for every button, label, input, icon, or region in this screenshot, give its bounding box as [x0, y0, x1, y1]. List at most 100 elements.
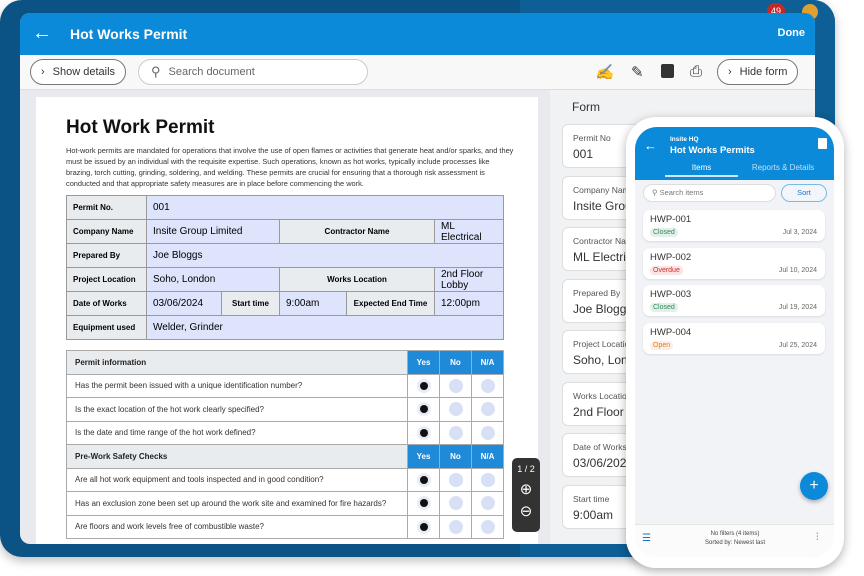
works-location-value[interactable]: 2nd Floor Lobby [434, 267, 504, 292]
page-controls: 1 / 2 ⊕ ⊖ [512, 458, 540, 532]
search-items-input[interactable]: ⚲ Search items [643, 184, 776, 202]
radio-yes[interactable] [416, 425, 431, 440]
radio-no[interactable] [448, 496, 463, 511]
zoom-in-icon[interactable]: ⊕ [519, 481, 533, 498]
sort-button[interactable]: Sort [781, 184, 827, 202]
field-value[interactable]: 9:00am [573, 507, 614, 522]
label: Date of Works [66, 291, 147, 316]
print-icon[interactable]: ⎙ [690, 63, 703, 80]
signature-icon[interactable]: ✍ [595, 63, 614, 81]
item-id: HWP-002 [650, 251, 692, 263]
list-item[interactable]: HWP-004 Open Jul 25, 2024 [643, 322, 825, 354]
radio-no[interactable] [448, 425, 463, 440]
back-arrow-icon[interactable]: ← [32, 22, 52, 44]
save-icon[interactable] [661, 64, 674, 78]
question: Are floors and work levels free of combu… [66, 514, 408, 539]
label: Project Location [66, 267, 147, 292]
status-badge: Closed [650, 228, 678, 237]
radio-no[interactable] [448, 472, 463, 487]
radio-yes[interactable] [416, 519, 431, 534]
equipment-value[interactable]: Welder, Grinder [146, 315, 504, 340]
column-header: N/A [471, 444, 504, 469]
list-item[interactable]: HWP-002 Overdue Jul 10, 2024 [643, 247, 825, 279]
radio-yes[interactable] [416, 402, 431, 417]
checklist-row: Are all hot work equipment and tools ins… [66, 467, 504, 492]
status-badge: Open [650, 340, 674, 350]
tab-reports[interactable]: Reports & Details [751, 163, 815, 172]
radio-na[interactable] [480, 472, 495, 487]
list-icon[interactable]: ☰ [642, 533, 651, 544]
list-item[interactable]: HWP-003 Closed Jul 19, 2024 [643, 285, 825, 316]
project-location-value[interactable]: Soho, London [146, 267, 280, 292]
label: Contractor Name [279, 219, 435, 244]
field-value[interactable]: 001 [573, 147, 594, 161]
question: Are all hot work equipment and tools ins… [66, 467, 408, 492]
phone-screen: ← Insite HQ Hot Works Permits Items Repo… [635, 127, 834, 557]
clipboard-icon[interactable] [818, 138, 827, 149]
org-name: Insite HQ [670, 136, 699, 143]
hide-form-button[interactable]: › Hide form [717, 59, 799, 85]
item-date: Jul 25, 2024 [778, 341, 817, 349]
checklist-row: Is the date and time range of the hot wo… [66, 420, 504, 445]
field-label: Company Name [573, 184, 635, 195]
pencil-icon[interactable]: ✎ [631, 64, 644, 81]
checklist-row: Has an exclusion zone been set up around… [66, 491, 504, 516]
list-item[interactable]: HWP-001 Closed Jul 3, 2024 [643, 210, 825, 241]
label: Expected End Time [346, 291, 435, 316]
phone-header: ← Insite HQ Hot Works Permits Items Repo… [635, 127, 834, 180]
zoom-out-icon[interactable]: ⊖ [519, 503, 533, 520]
field-value[interactable]: ML Electrical [573, 250, 642, 264]
document-page: Hot Work Permit Hot-work permits are man… [36, 97, 538, 544]
radio-no[interactable] [448, 519, 463, 534]
end-value[interactable]: 12:00pm [434, 291, 504, 316]
radio-yes[interactable] [416, 472, 431, 487]
label: Works Location [279, 267, 435, 292]
label: Company Name [66, 219, 147, 244]
item-date: Jul 19, 2024 [778, 304, 817, 311]
app-header: ← Hot Works Permit Done [20, 13, 815, 55]
status-badge: Overdue [650, 265, 683, 275]
field-label: Works Location [573, 390, 632, 401]
date-value[interactable]: 03/06/2024 [146, 291, 222, 316]
start-value[interactable]: 9:00am [279, 291, 347, 316]
item-id: HWP-003 [650, 289, 692, 300]
radio-na[interactable] [480, 519, 495, 534]
field-value[interactable]: Joe Bloggs [573, 301, 633, 316]
search-input[interactable]: ⚲ Search document [138, 59, 368, 85]
field-label: Contractor Name [573, 236, 638, 246]
radio-na[interactable] [480, 378, 495, 393]
radio-no[interactable] [448, 378, 463, 393]
column-header: Yes [407, 350, 440, 375]
item-id: HWP-001 [650, 214, 692, 225]
show-details-button[interactable]: › Show details [30, 59, 127, 85]
label: Equipment used [66, 315, 147, 340]
contractor-value[interactable]: ML Electrical [434, 219, 504, 244]
back-arrow-icon[interactable]: ← [644, 138, 657, 153]
sort-status: Sorted by: Newest last [704, 539, 766, 546]
add-button[interactable]: + [800, 472, 828, 500]
field-value[interactable]: 03/06/2024 [573, 456, 634, 470]
phone-title: Hot Works Permits [670, 145, 755, 156]
column-header: No [439, 350, 472, 375]
checklist-table: Permit information Yes No N/A Has the permit… [66, 350, 504, 539]
item-id: HWP-004 [650, 326, 692, 338]
radio-na[interactable] [480, 496, 495, 511]
radio-no[interactable] [448, 402, 463, 417]
checklist-row: Has the permit been issued with a unique… [66, 373, 504, 398]
document-title: Hot Work Permit [66, 117, 215, 138]
radio-na[interactable] [480, 425, 495, 440]
done-button[interactable]: Done [777, 27, 806, 39]
filter-sliders-icon[interactable]: ⫶ [816, 532, 819, 543]
section-header: Permit information Yes No N/A [66, 350, 504, 375]
permit-no-value[interactable]: 001 [146, 195, 504, 220]
tab-items[interactable]: Items [665, 163, 738, 177]
radio-yes[interactable] [416, 378, 431, 393]
checklist-row: Are floors and work levels free of combu… [66, 514, 504, 539]
field-label: Permit No [573, 133, 611, 143]
radio-yes[interactable] [416, 496, 431, 511]
column-header: Yes [407, 444, 440, 469]
prepared-value[interactable]: Joe Bloggs [146, 243, 504, 268]
toolbar: › Show details ⚲ Search document ✍ ✎ ⎙ › Hi… [20, 55, 815, 90]
company-value[interactable]: Insite Group Limited [146, 219, 280, 244]
radio-na[interactable] [480, 402, 495, 417]
